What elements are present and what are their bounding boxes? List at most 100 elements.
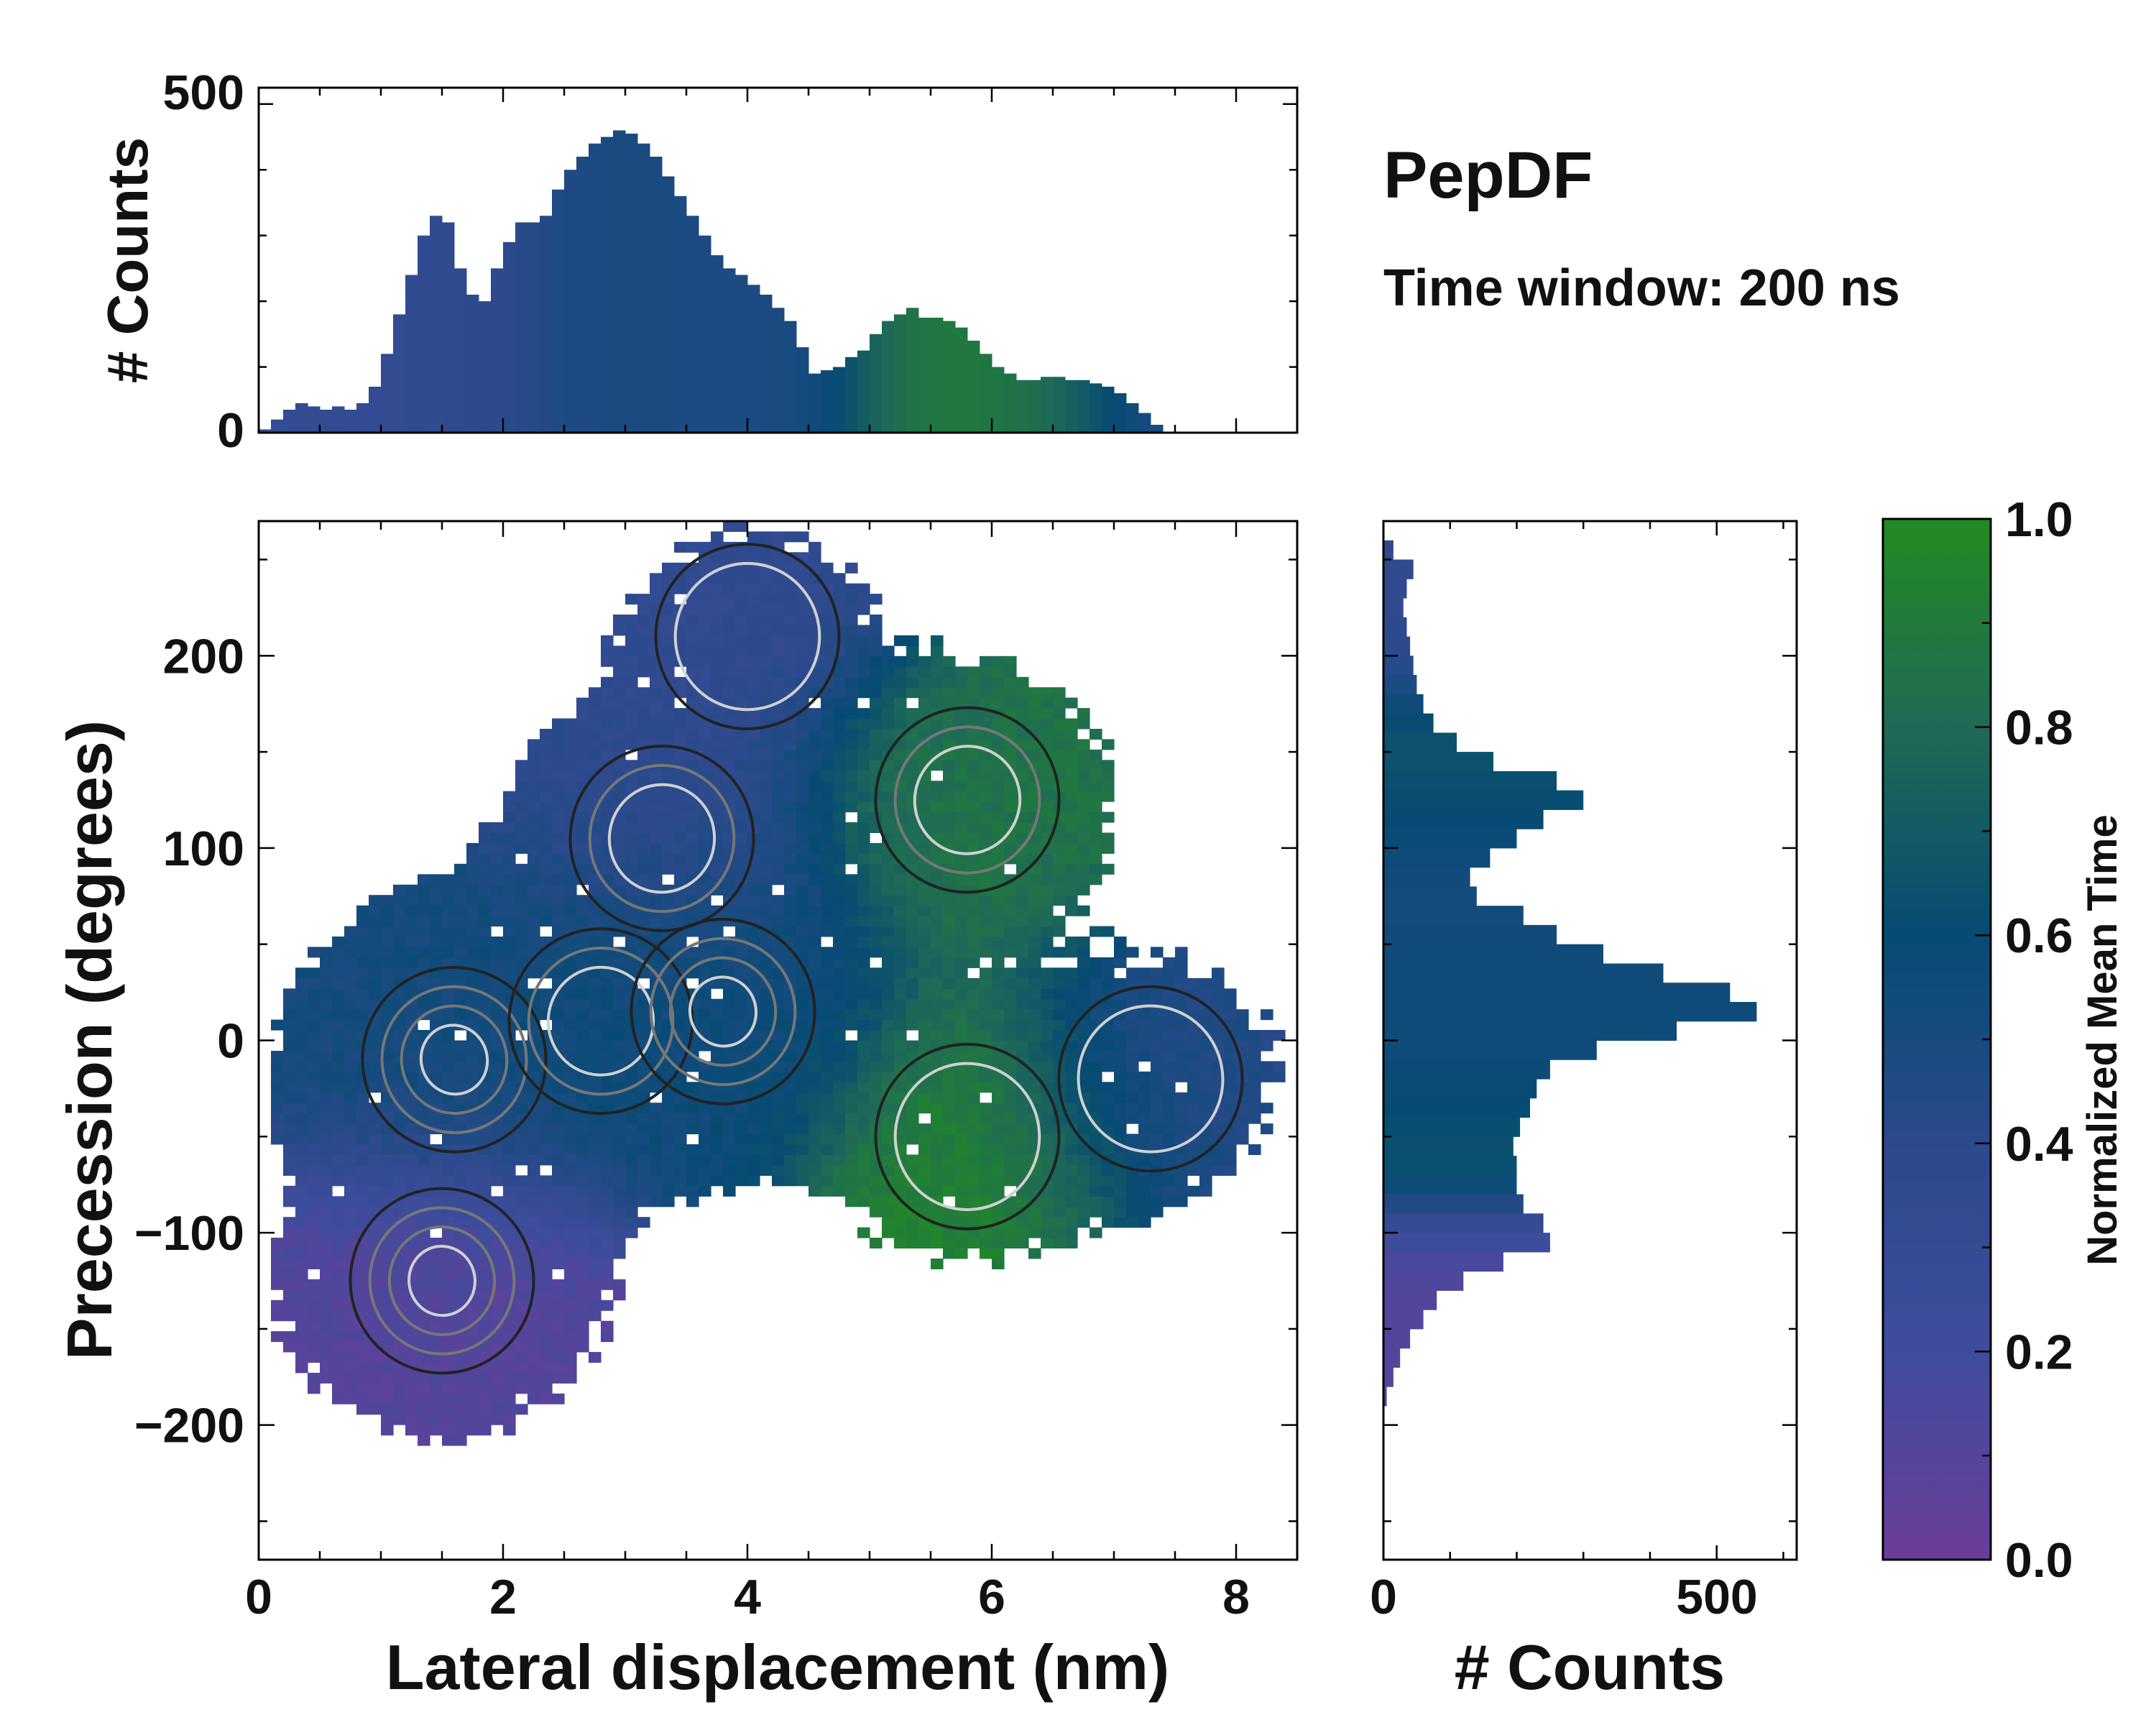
heatmap-cell [564, 729, 577, 740]
heatmap-cell [955, 937, 968, 947]
heatmap-cell [405, 1144, 418, 1155]
heatmap-cell [796, 625, 809, 636]
heatmap-cell [747, 666, 760, 678]
heatmap-cell [870, 615, 883, 625]
heatmap-cell [1126, 1175, 1139, 1187]
heatmap-cell [845, 562, 858, 574]
heatmap-cell [369, 1133, 382, 1145]
heatmap-cell [564, 1300, 577, 1311]
heatmap-cell [833, 1051, 846, 1062]
heatmap-cell [662, 718, 675, 730]
heatmap-cell [967, 801, 980, 813]
heatmap-cell [1053, 895, 1066, 906]
heatmap-cell [882, 998, 895, 1010]
heatmap-cell [515, 781, 528, 792]
heatmap-cell [882, 1196, 895, 1208]
heatmap-cell [295, 1289, 308, 1301]
heatmap-cell [650, 676, 663, 688]
heatmap-cell [369, 1040, 382, 1052]
heatmap-cell [589, 1164, 602, 1176]
heatmap-cell [564, 1040, 577, 1052]
heatmap-cell [528, 937, 540, 947]
heatmap-cell [576, 1320, 589, 1332]
heatmap-cell [980, 656, 992, 667]
heatmap-cell [931, 1123, 944, 1135]
heatmap-cell [967, 1144, 980, 1155]
heatmap-cell [601, 1144, 614, 1155]
heatmap-cell [625, 1071, 638, 1082]
heatmap-cell [540, 1103, 553, 1114]
heatmap-cell [466, 1071, 479, 1082]
heatmap-cell [906, 760, 919, 771]
heatmap-cell [1065, 937, 1078, 947]
heatmap-cell [564, 957, 577, 968]
heatmap-cell [918, 957, 931, 968]
heatmap-cell [772, 708, 785, 719]
top-histogram-bar [967, 341, 980, 433]
heatmap-cell [882, 1113, 895, 1124]
heatmap-cell [1065, 1061, 1078, 1072]
heatmap-cell [821, 905, 834, 916]
heatmap-cell [662, 832, 675, 844]
heatmap-cell [808, 801, 821, 813]
heatmap-cell [857, 874, 870, 886]
heatmap-cell [1224, 1009, 1237, 1021]
heatmap-cell [344, 1206, 357, 1218]
heatmap-cell [894, 1227, 907, 1238]
heatmap-cell [870, 708, 883, 719]
heatmap-cell [1028, 967, 1041, 979]
heatmap-cell [271, 1071, 284, 1082]
heatmap-cell [894, 978, 907, 989]
heatmap-cell [479, 947, 492, 958]
heatmap-cell [674, 988, 687, 1000]
heatmap-cell [1016, 1164, 1029, 1176]
heatmap-cell [723, 1071, 736, 1082]
x-tick-label: 2 [489, 1570, 517, 1624]
heatmap-cell [564, 916, 577, 927]
heatmap-cell [393, 1331, 406, 1343]
heatmap-cell [870, 666, 883, 678]
heatmap-cell [601, 1320, 614, 1332]
heatmap-cell [1065, 1164, 1078, 1176]
heatmap-cell [637, 645, 650, 657]
top-histogram-bar [283, 410, 296, 433]
heatmap-cell [369, 1279, 382, 1290]
heatmap-cell [931, 1113, 944, 1124]
heatmap-cell [967, 926, 980, 937]
heatmap-cell [772, 1009, 785, 1021]
heatmap-cell [576, 697, 589, 709]
heatmap-cell [808, 967, 821, 979]
heatmap-cell [650, 1144, 663, 1155]
heatmap-cell [332, 1175, 345, 1187]
heatmap-cell [833, 1154, 846, 1166]
heatmap-cell [857, 1103, 870, 1114]
heatmap-cell [540, 729, 553, 740]
heatmap-cell [1212, 1154, 1225, 1166]
heatmap-cell [283, 1040, 296, 1052]
heatmap-cell [833, 1082, 846, 1093]
density-contour [688, 975, 758, 1048]
heatmap-cell [735, 801, 748, 813]
heatmap-cell [992, 739, 1005, 750]
heatmap-cell [833, 770, 846, 781]
heatmap-cell [1016, 978, 1029, 989]
heatmap-cell [589, 1040, 602, 1052]
heatmap-cell [1089, 1082, 1102, 1093]
heatmap-cell [491, 1103, 504, 1114]
heatmap-cell [613, 822, 626, 833]
heatmap-cell [1199, 1144, 1212, 1155]
heatmap-cell [344, 1082, 357, 1093]
heatmap-cell [503, 916, 516, 927]
heatmap-cell [540, 1383, 553, 1394]
heatmap-cell [992, 697, 1005, 709]
heatmap-cell [528, 781, 540, 792]
heatmap-cell [686, 594, 699, 605]
heatmap-cell [295, 1071, 308, 1082]
heatmap-cell [747, 676, 760, 688]
heatmap-cell [369, 1393, 382, 1404]
heatmap-cell [955, 1196, 968, 1208]
heatmap-cell [442, 895, 455, 906]
heatmap-cell [735, 645, 748, 657]
heatmap-cell [332, 1217, 345, 1228]
heatmap-cell [552, 822, 565, 833]
